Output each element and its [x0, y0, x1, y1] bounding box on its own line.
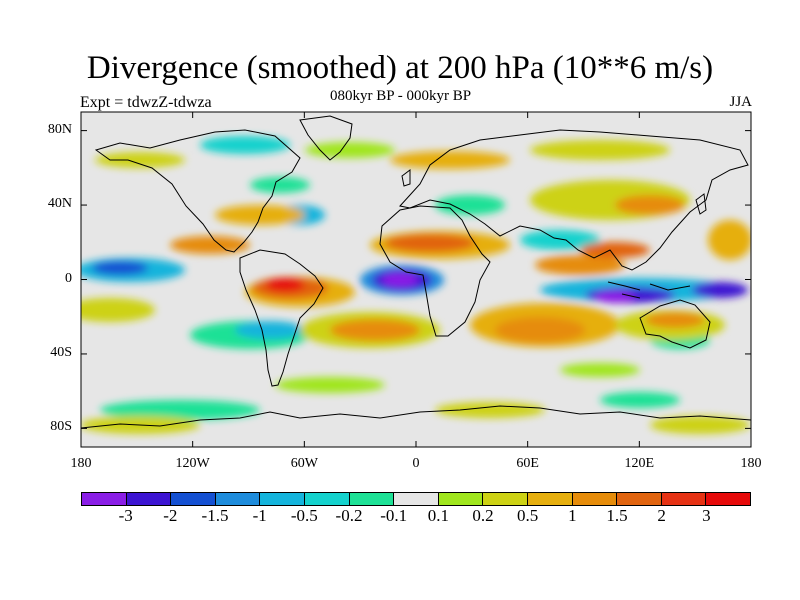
colorbar-swatch — [215, 493, 261, 505]
lon-tick-label: 120W — [175, 456, 210, 471]
lon-tick-label: 120E — [624, 456, 655, 471]
colorbar-label: -0.2 — [335, 506, 363, 525]
british-isles-coast — [401, 169, 411, 187]
colorbar-swatch — [82, 493, 127, 505]
lon-tick-label: 60E — [516, 456, 539, 471]
lat-tick-label: 80S — [50, 419, 72, 435]
colorbar-swatch — [706, 493, 750, 505]
eurasia-coast — [399, 129, 749, 271]
colorbar-swatch — [126, 493, 172, 505]
lat-tick-label: 40N — [47, 196, 72, 212]
colorbar-swatch — [438, 493, 484, 505]
lon-tick-label: 0 — [412, 456, 420, 471]
colorbar — [81, 492, 751, 506]
colorbar-swatch — [394, 493, 439, 505]
japan-coast — [695, 193, 707, 215]
colorbar-swatch — [617, 493, 662, 505]
lon-tick-label: 180 — [740, 456, 762, 471]
colorbar-swatch — [483, 493, 528, 505]
indonesia-coast — [607, 281, 691, 299]
plot-subtitle: 080kyr BP - 000kyr BP — [330, 88, 472, 104]
colorbar-label: -0.5 — [290, 506, 318, 525]
axis-ticks — [80, 112, 752, 447]
colorbar-swatch — [527, 493, 573, 505]
colorbar-label: 1 — [568, 506, 577, 525]
antarctica-coast — [81, 405, 751, 429]
lon-tick-label: 60W — [290, 456, 318, 471]
colorbar-label: -1.5 — [201, 506, 229, 525]
australia-coast — [639, 299, 711, 349]
coastlines — [81, 115, 751, 429]
africa-coast — [379, 205, 491, 337]
colorbar-label: 1.5 — [606, 506, 628, 525]
greenland-coast — [299, 115, 353, 161]
experiment-label: Expt = tdwzZ-tdwza — [80, 94, 212, 111]
season-label: JJA — [729, 94, 752, 110]
colorbar-swatch — [304, 493, 350, 505]
lat-tick-label: 80N — [47, 121, 72, 137]
south-america-coast — [239, 249, 324, 387]
colorbar-label: -3 — [118, 506, 133, 525]
colorbar-label: -0.1 — [380, 506, 408, 525]
plot-title: Divergence (smoothed) at 200 hPa (10**6 … — [86, 50, 714, 86]
lat-tick-label: 40S — [50, 344, 72, 360]
colorbar-label: 3 — [702, 506, 711, 525]
divergence-field — [81, 136, 751, 434]
colorbar-label: 0.2 — [472, 506, 494, 525]
colorbar-label: 0.5 — [517, 506, 539, 525]
lat-tick-label: 0 — [65, 270, 72, 286]
colorbar-swatch — [260, 493, 305, 505]
colorbar-swatch — [349, 493, 395, 505]
north-america-coast — [94, 129, 301, 253]
colorbar-label: 2 — [657, 506, 666, 525]
colorbar-label: 0.1 — [427, 506, 449, 525]
lon-tick-label: 180 — [70, 456, 92, 471]
colorbar-swatch — [171, 493, 216, 505]
colorbar-label: -2 — [163, 506, 178, 525]
colorbar-swatch — [661, 493, 707, 505]
colorbar-label: -1 — [252, 506, 267, 525]
colorbar-swatch — [572, 493, 618, 505]
